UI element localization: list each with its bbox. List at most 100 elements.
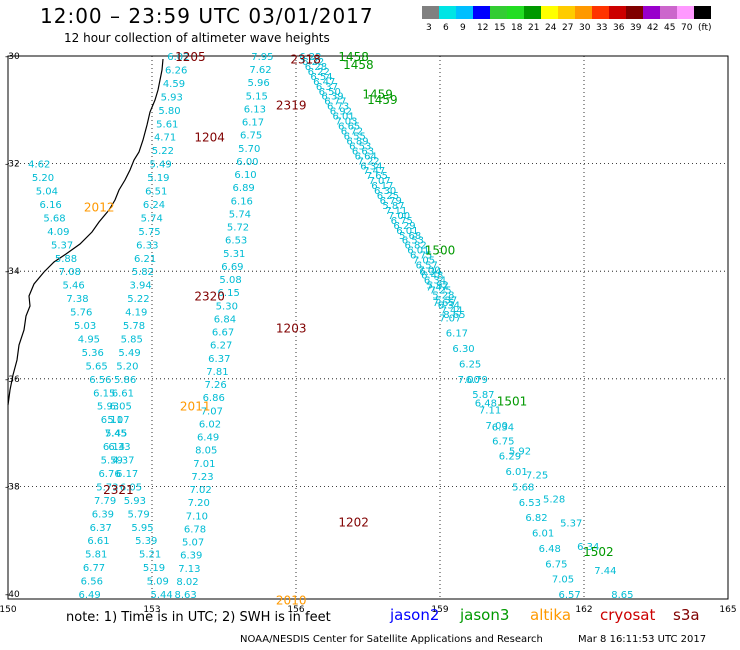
swh-value: 5.20: [116, 361, 138, 372]
swh-value: 7.62: [249, 65, 271, 76]
swh-value: 5.86: [114, 375, 136, 386]
colorbar-swatch: [626, 6, 643, 19]
colorbar-label: 42: [647, 23, 659, 33]
swh-value: 7.44: [594, 566, 616, 577]
swh-value: 7.44: [440, 305, 462, 316]
swh-value: 5.44: [150, 590, 172, 601]
colorbar-swatch: [575, 6, 592, 19]
swh-value: 4.59: [163, 79, 185, 90]
legend-jason3: jason3: [460, 606, 510, 624]
pass-label: 1458: [338, 50, 369, 64]
swh-value: 6.75: [545, 559, 567, 570]
legend-cryosat: cryosat: [600, 606, 656, 624]
swh-value: 6.65: [338, 122, 360, 133]
colorbar-label: 12: [477, 23, 489, 33]
pass-label: 1202: [338, 515, 369, 529]
swh-value: 6.89: [346, 136, 368, 147]
swh-value: 5.68: [399, 231, 421, 242]
colorbar-label: 30: [579, 23, 591, 33]
coastline: [7, 58, 164, 406]
swh-value: 6.26: [165, 65, 187, 76]
map-subtitle: 12 hour collection of altimeter wave hei…: [64, 31, 330, 45]
swh-value: 5.73: [96, 482, 118, 493]
swh-value: 7.02: [189, 485, 211, 496]
swh-value: 6.15: [93, 388, 115, 399]
pass-label: 2319: [276, 98, 307, 112]
swh-value: 6.05: [110, 402, 132, 413]
swh-value: 6.61: [87, 536, 109, 547]
swh-value: 6.02: [199, 419, 221, 430]
swh-value: 6.17: [446, 329, 468, 340]
pass-label: 1458: [343, 58, 374, 72]
swh-value: 6.17: [242, 118, 264, 129]
swh-value: 7.47: [363, 166, 385, 177]
swh-value: 7.26: [204, 380, 226, 391]
swh-value: 5.80: [158, 106, 180, 117]
swh-value: 8.02: [176, 577, 198, 588]
swh-value: 5.61: [156, 119, 178, 130]
swh-value: 8.63: [174, 590, 196, 601]
swh-value: 5.93: [124, 496, 146, 507]
colorbar-swatch: [660, 6, 677, 19]
swh-value: 5.79: [128, 509, 150, 520]
swh-value: 6.22: [299, 52, 321, 63]
swh-value: 5.92: [509, 447, 531, 458]
swh-value: 7.95: [251, 52, 273, 63]
swh-value: 6.27: [210, 341, 232, 352]
swh-value: 8.05: [195, 446, 217, 457]
swh-value: 6.84: [214, 314, 236, 325]
swh-value: 4.95: [78, 334, 100, 345]
swh-value: 6.28: [305, 62, 327, 73]
lat-tick-label: -34: [5, 267, 20, 277]
swh-value: 7.00: [388, 211, 410, 222]
colorbar-label: 9: [460, 23, 466, 33]
swh-value: 7.10: [186, 511, 208, 522]
swh-value: 6.37: [316, 82, 338, 93]
swh-value: 6.76: [98, 469, 120, 480]
swh-value: 5.46: [62, 281, 84, 292]
colorbar-label: 6: [443, 23, 449, 33]
swh-value: 6.11: [101, 415, 123, 426]
swh-value: 6.01: [532, 529, 554, 540]
swh-value: 6.30: [374, 186, 396, 197]
swh-value: 6.25: [377, 191, 399, 202]
swh-value: 6.82: [525, 513, 547, 524]
footer-credit: NOAA/NESDIS Center for Satellite Applica…: [240, 634, 543, 645]
swh-value: 6.64: [355, 151, 377, 162]
swh-value: 6.37: [208, 354, 230, 365]
swh-value: 6.92: [330, 107, 352, 118]
swh-value: 6.79: [380, 196, 402, 207]
swh-value: 6.17: [116, 469, 138, 480]
swh-value: 6.61: [112, 388, 134, 399]
swh-value: 5.22: [152, 146, 174, 157]
lon-tick-label: 156: [287, 605, 304, 615]
swh-value: 7.07: [201, 406, 223, 417]
swh-value: 5.20: [32, 173, 54, 184]
swh-value: 7.79: [94, 496, 116, 507]
swh-value: 5.92: [427, 280, 449, 291]
swh-value: 6.34: [492, 423, 514, 434]
swh-value: 6.48: [539, 544, 561, 555]
colorbar-swatch: [592, 6, 609, 19]
colorbar-label: 36: [613, 23, 625, 33]
swh-tracks: 6.02 6.26 4.59 5.93 5.80 5.61 4.71 5.22 5.49 5.19…: [28, 52, 633, 601]
swh-value: 5.49: [150, 160, 172, 171]
pass-label: 1459: [367, 93, 398, 107]
swh-value: 5.30: [216, 301, 238, 312]
colorbar-label: 70: [681, 23, 693, 33]
swh-value: 7.00: [458, 375, 480, 386]
swh-value: 6.01: [396, 226, 418, 237]
swh-value: 6.16: [40, 200, 62, 211]
legend-jason2: jason2: [390, 606, 440, 624]
swh-value: 5.08: [219, 275, 241, 286]
swh-value: 7.20: [188, 498, 210, 509]
swh-value: 5.37: [560, 518, 582, 529]
pass-label: 1204: [194, 131, 225, 145]
swh-value: 6.22: [302, 57, 324, 68]
swh-value: 6.48: [421, 271, 443, 282]
swh-value: 5.19: [147, 173, 169, 184]
swh-value: 5.93: [97, 402, 119, 413]
colorbar-swatch: [524, 6, 541, 19]
colorbar-swatch: [439, 6, 456, 19]
